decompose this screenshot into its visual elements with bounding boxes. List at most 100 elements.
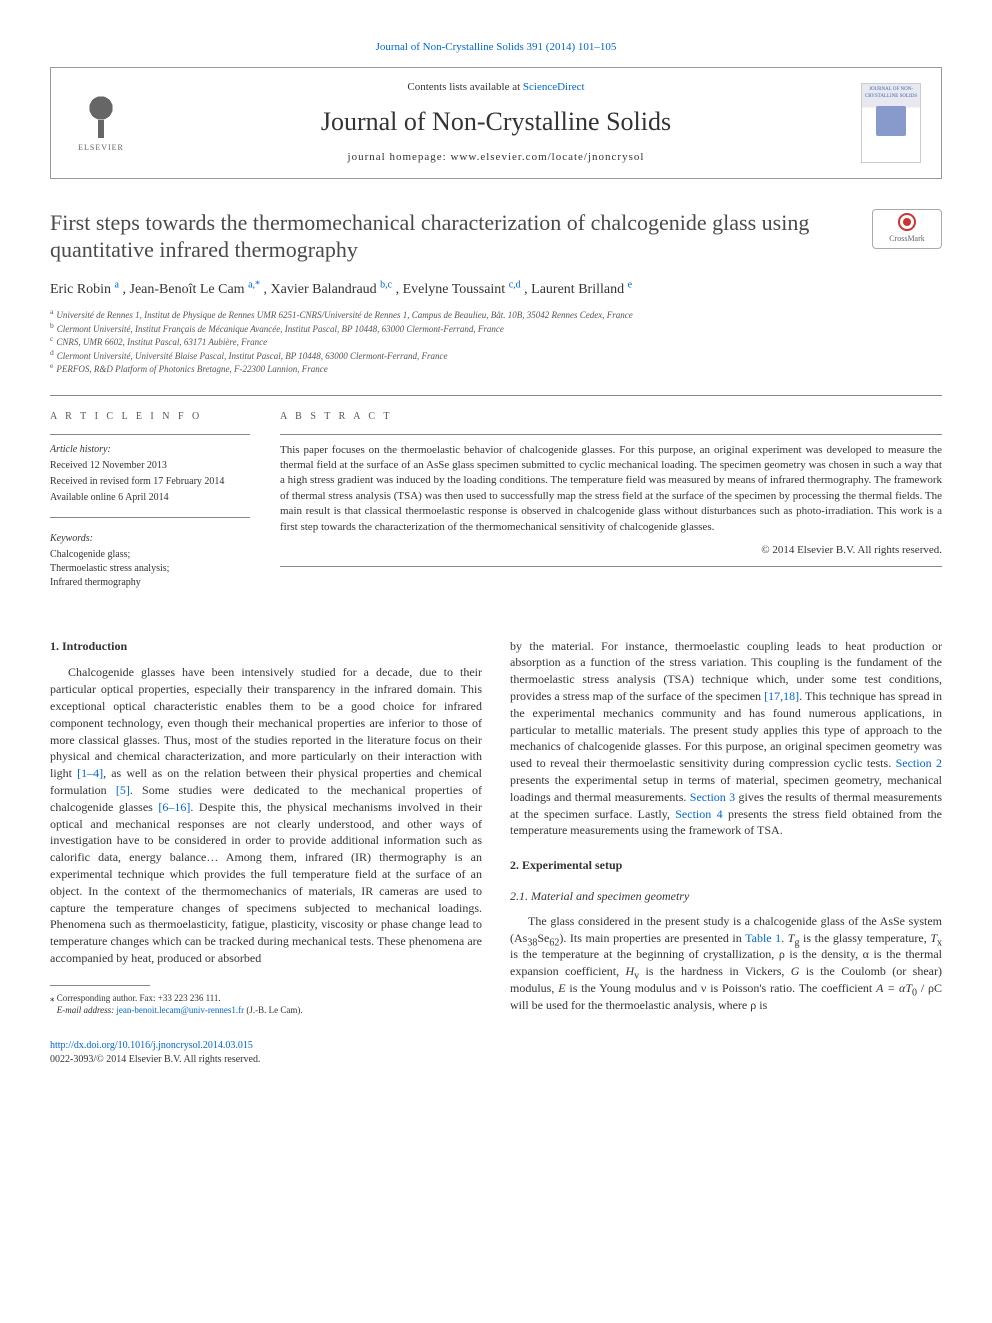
aff-sup-a: a bbox=[50, 307, 53, 316]
intro-text-1d: . Despite this, the physical mechanisms … bbox=[50, 800, 482, 965]
journal-cover-thumb: JOURNAL OF NON-CRYSTALLINE SOLIDS bbox=[861, 83, 921, 163]
elsevier-label: ELSEVIER bbox=[78, 142, 124, 153]
contents-line: Contents lists available at ScienceDirec… bbox=[131, 80, 861, 95]
aff-text-e: PERFOS, R&D Platform of Photonics Bretag… bbox=[56, 364, 327, 374]
history-received: Received 12 November 2013 bbox=[50, 459, 250, 473]
abstract-divider bbox=[280, 434, 942, 435]
article-title: First steps towards the thermomechanical… bbox=[50, 209, 872, 264]
issn-line: 0022-3093/© 2014 Elsevier B.V. All right… bbox=[50, 1054, 260, 1065]
top-citation-link[interactable]: Journal of Non-Crystalline Solids 391 (2… bbox=[376, 41, 617, 53]
ref-17-18[interactable]: [17,18] bbox=[764, 689, 799, 703]
journal-header: ELSEVIER Contents lists available at Sci… bbox=[50, 67, 942, 178]
ref-6-16[interactable]: [6–16] bbox=[158, 800, 190, 814]
intro-heading: 1. Introduction bbox=[50, 638, 482, 655]
abstract-divider-bottom bbox=[280, 566, 942, 567]
affiliation-c: cCNRS, UMR 6602, Institut Pascal, 63171 … bbox=[50, 336, 942, 350]
Hv-H: H bbox=[626, 964, 635, 978]
footnote-separator bbox=[50, 985, 150, 986]
top-citation: Journal of Non-Crystalline Solids 391 (2… bbox=[50, 40, 942, 55]
section-2-link[interactable]: Section 2 bbox=[896, 756, 942, 770]
cover-thumb-title: JOURNAL OF NON-CRYSTALLINE SOLIDS bbox=[864, 86, 918, 100]
aff-text-a: Université de Rennes 1, Institut de Phys… bbox=[56, 310, 632, 320]
mat-text-1g: is the hardness in Vickers, bbox=[639, 964, 791, 978]
Tx-T: T bbox=[930, 931, 937, 945]
ref-1-4[interactable]: [1–4] bbox=[77, 766, 103, 780]
abstract-label: A B S T R A C T bbox=[280, 410, 942, 424]
article-info: A R T I C L E I N F O Article history: R… bbox=[50, 410, 250, 590]
crossmark-label: CrossMark bbox=[889, 233, 925, 244]
abstract-block: A B S T R A C T This paper focuses on th… bbox=[280, 410, 942, 590]
cover-thumb-image bbox=[876, 106, 906, 136]
info-row: A R T I C L E I N F O Article history: R… bbox=[50, 410, 942, 590]
section-3-link[interactable]: Section 3 bbox=[690, 790, 735, 804]
history-online: Available online 6 April 2014 bbox=[50, 491, 250, 505]
footnote-corr: Corresponding author. Fax: +33 223 236 1… bbox=[55, 993, 221, 1003]
column-left: 1. Introduction Chalcogenide glasses hav… bbox=[50, 638, 482, 1067]
author-2-aff[interactable]: a, bbox=[248, 279, 255, 290]
crossmark-badge[interactable]: CrossMark bbox=[872, 209, 942, 249]
author-1: Eric Robin bbox=[50, 282, 115, 297]
corr-star[interactable]: * bbox=[255, 279, 260, 290]
author-3: , Xavier Balandraud bbox=[264, 282, 381, 297]
crossmark-icon bbox=[898, 213, 916, 231]
mat-text-1d: . bbox=[781, 931, 788, 945]
journal-homepage: journal homepage: www.elsevier.com/locat… bbox=[131, 150, 861, 165]
experimental-heading: 2. Experimental setup bbox=[510, 857, 942, 874]
authors: Eric Robin a , Jean-Benoît Le Cam a,* , … bbox=[50, 280, 942, 300]
info-divider-1 bbox=[50, 434, 250, 435]
A-eq: A = αT bbox=[876, 981, 912, 995]
abstract-copyright: © 2014 Elsevier B.V. All rights reserved… bbox=[280, 543, 942, 558]
elsevier-tree-icon bbox=[76, 88, 126, 138]
author-5-aff[interactable]: e bbox=[628, 279, 632, 290]
keywords-label: Keywords: bbox=[50, 532, 250, 546]
aff-sup-b: b bbox=[50, 321, 54, 330]
affiliation-e: ePERFOS, R&D Platform of Photonics Breta… bbox=[50, 363, 942, 377]
author-1-aff[interactable]: a bbox=[115, 279, 119, 290]
doi-block: http://dx.doi.org/10.1016/j.jnoncrysol.2… bbox=[50, 1039, 482, 1067]
homepage-prefix: journal homepage: bbox=[348, 151, 451, 163]
elsevier-logo: ELSEVIER bbox=[71, 88, 131, 158]
contents-prefix: Contents lists available at bbox=[407, 81, 522, 93]
keyword-3: Infrared thermography bbox=[50, 576, 250, 590]
keyword-1: Chalcogenide glass; bbox=[50, 548, 250, 562]
title-row: First steps towards the thermomechanical… bbox=[50, 209, 942, 264]
material-subheading: 2.1. Material and specimen geometry bbox=[510, 888, 942, 905]
ref-5[interactable]: [5] bbox=[116, 783, 130, 797]
history-revised: Received in revised form 17 February 201… bbox=[50, 475, 250, 489]
author-4-aff[interactable]: c,d bbox=[509, 279, 521, 290]
journal-name: Journal of Non-Crystalline Solids bbox=[131, 104, 861, 140]
affiliation-a: aUniversité de Rennes 1, Institut de Phy… bbox=[50, 309, 942, 323]
section-4-link[interactable]: Section 4 bbox=[675, 807, 722, 821]
author-4: , Evelyne Toussaint bbox=[396, 282, 509, 297]
footnote-email-label: E-mail address: bbox=[57, 1005, 117, 1015]
divider-top bbox=[50, 395, 942, 396]
affiliation-b: bClermont Université, Institut Français … bbox=[50, 323, 942, 337]
aff-text-b: Clermont Université, Institut Français d… bbox=[57, 324, 504, 334]
mat-text-1e: is the glassy temperature, bbox=[799, 931, 930, 945]
aff-text-d: Clermont Université, Université Blaise P… bbox=[57, 351, 448, 361]
affiliations: aUniversité de Rennes 1, Institut de Phy… bbox=[50, 309, 942, 377]
keyword-2: Thermoelastic stress analysis; bbox=[50, 562, 250, 576]
E-sym: E bbox=[558, 981, 565, 995]
aff-sup-c: c bbox=[50, 334, 53, 343]
corresponding-footnote: ⁎ Corresponding author. Fax: +33 223 236… bbox=[50, 992, 482, 1017]
info-divider-2 bbox=[50, 517, 250, 518]
doi-link[interactable]: http://dx.doi.org/10.1016/j.jnoncrysol.2… bbox=[50, 1040, 253, 1051]
intro-paragraph: Chalcogenide glasses have been intensive… bbox=[50, 664, 482, 966]
sciencedirect-link[interactable]: ScienceDirect bbox=[523, 81, 585, 93]
header-center: Contents lists available at ScienceDirec… bbox=[131, 80, 861, 165]
intro-text-1a: Chalcogenide glasses have been intensive… bbox=[50, 665, 482, 780]
footnote-email-link[interactable]: jean-benoit.lecam@univ-rennes1.fr bbox=[116, 1005, 244, 1015]
author-3-aff[interactable]: b,c bbox=[380, 279, 392, 290]
mat-text-1c: ). Its main properties are presented in bbox=[559, 931, 745, 945]
footnote-email-suffix: (J.-B. Le Cam). bbox=[244, 1005, 303, 1015]
body-columns: 1. Introduction Chalcogenide glasses hav… bbox=[50, 638, 942, 1067]
mat-text-1b: Se bbox=[537, 931, 549, 945]
author-2: , Jean-Benoît Le Cam bbox=[123, 282, 249, 297]
aff-sup-e: e bbox=[50, 361, 53, 370]
material-paragraph: The glass considered in the present stud… bbox=[510, 913, 942, 1014]
article-info-label: A R T I C L E I N F O bbox=[50, 410, 250, 424]
aff-text-c: CNRS, UMR 6602, Institut Pascal, 63171 A… bbox=[56, 337, 267, 347]
table-1-link[interactable]: Table 1 bbox=[745, 931, 781, 945]
abstract-text: This paper focuses on the thermoelastic … bbox=[280, 443, 942, 535]
